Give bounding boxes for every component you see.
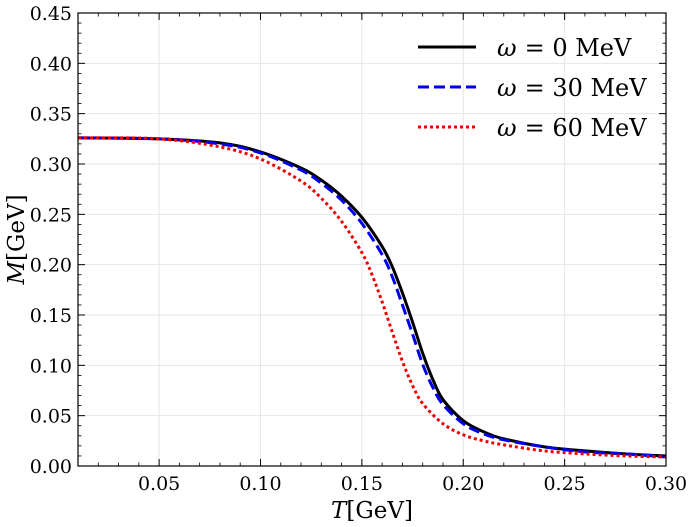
legend-symbol: ω (497, 114, 517, 142)
legend-entry-omega-0: ω = 0 MeV (418, 34, 632, 62)
y-tick-label: 0.05 (30, 406, 72, 428)
y-tick-label: 0.00 (30, 456, 72, 478)
y-tick-label: 0.40 (30, 53, 72, 75)
series-lines (77, 136, 667, 459)
legend: ω = 0 MeV ω = 30 MeV ω = 60 MeV (418, 34, 647, 142)
x-tick-label: 0.15 (341, 473, 383, 495)
legend-value: = 60 MeV (525, 114, 648, 142)
legend-label: ω = 0 MeV (497, 34, 632, 62)
x-tick-label: 0.20 (442, 473, 484, 495)
y-tick-label: 0.25 (30, 204, 72, 226)
legend-symbol: ω (497, 74, 517, 102)
y-tick-label: 0.15 (30, 305, 72, 327)
x-tick-label: 0.05 (138, 473, 180, 495)
x-tick-label: 0.10 (239, 473, 281, 495)
y-axis-symbol: M (4, 260, 30, 286)
series-line-dashed (77, 136, 667, 459)
plot-frame (77, 12, 667, 467)
legend-value: = 0 MeV (525, 34, 632, 62)
x-axis-label: T[GeV] (331, 498, 413, 524)
y-axis-label: M[GeV] (4, 194, 30, 285)
y-axis-unit: [GeV] (4, 194, 30, 261)
legend-entry-omega-30: ω = 30 MeV (418, 74, 647, 102)
x-tick-label: 0.25 (543, 473, 585, 495)
x-axis-unit: [GeV] (346, 498, 413, 524)
axis-ticks: 0.05 0.10 0.15 0.20 0.25 0.30 0.00 0.05 0.10 0.15… (30, 3, 687, 495)
legend-label: ω = 60 MeV (497, 114, 647, 142)
series-line-solid (77, 136, 667, 458)
legend-symbol: ω (497, 34, 517, 62)
y-tick-label: 0.10 (30, 355, 72, 377)
x-axis-symbol: T (331, 498, 348, 524)
x-tick-label: 0.30 (645, 473, 687, 495)
y-tick-label: 0.45 (30, 3, 72, 25)
legend-label: ω = 30 MeV (497, 74, 647, 102)
series-line-dotted (77, 136, 667, 459)
y-tick-label: 0.20 (30, 255, 72, 277)
y-tick-label: 0.35 (30, 104, 72, 126)
legend-entry-omega-60: ω = 60 MeV (418, 114, 647, 142)
y-tick-label: 0.30 (30, 154, 72, 176)
legend-value: = 30 MeV (525, 74, 648, 102)
